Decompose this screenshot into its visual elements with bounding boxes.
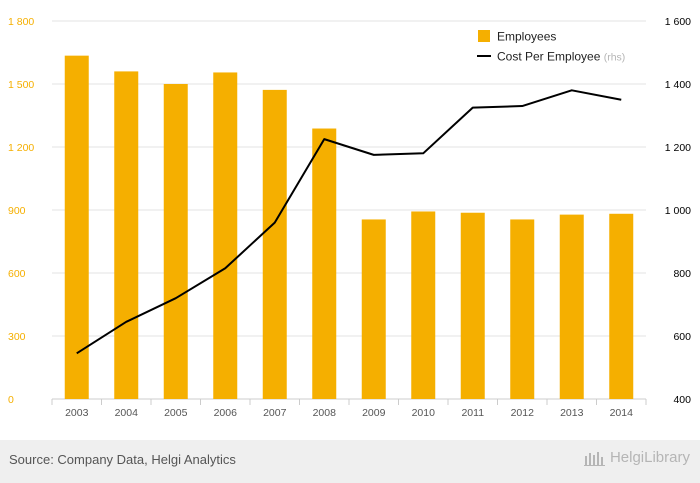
right-axis-tick-label: 600 xyxy=(673,331,691,343)
left-axis-tick-label: 1 800 xyxy=(8,16,34,28)
x-axis-tick-label: 2008 xyxy=(313,407,337,419)
x-axis-tick-label: 2011 xyxy=(461,407,484,419)
employees-bar xyxy=(312,128,337,399)
employees-bar xyxy=(361,219,386,399)
brand-logo: HelgiLibrary xyxy=(583,449,690,466)
brand-name: HelgiLibrary xyxy=(609,449,690,466)
legend-label-employees: Employees xyxy=(497,30,556,44)
right-axis-tick-label: 1 600 xyxy=(665,16,691,28)
right-axis-tick-label: 1 200 xyxy=(665,142,691,154)
x-axis-tick-label: 2012 xyxy=(511,407,535,419)
right-axis-tick-label: 1 400 xyxy=(665,79,691,91)
employees-bar xyxy=(262,89,287,399)
chart-footer: Source: Company Data, Helgi Analytics He… xyxy=(0,440,700,483)
right-axis-tick-label: 800 xyxy=(673,268,691,280)
left-axis-tick-label: 300 xyxy=(8,331,26,343)
cost-per-employee-line xyxy=(76,89,622,355)
x-axis-tick-label: 2005 xyxy=(164,407,188,419)
employees-bar xyxy=(510,219,535,399)
x-axis-tick-label: 2013 xyxy=(560,407,584,419)
left-axis-tick-label: 1 200 xyxy=(8,142,34,154)
legend-rhs-note: (rhs) xyxy=(604,52,626,64)
x-axis-tick-label: 2003 xyxy=(65,407,89,419)
employees-bar xyxy=(609,213,634,399)
employees-bar xyxy=(64,55,89,400)
library-icon xyxy=(583,451,605,466)
source-note: Source: Company Data, Helgi Analytics xyxy=(9,452,236,467)
employees-bar xyxy=(411,211,436,399)
x-axis-tick-label: 2010 xyxy=(412,407,436,419)
employees-bar xyxy=(213,72,238,399)
left-axis-tick-label: 1 500 xyxy=(8,79,34,91)
right-axis-tick-label: 400 xyxy=(673,394,691,406)
chart: 0 300 600 900 1 200 1 500 1 800 400 600 800 1 000 1… xyxy=(8,16,691,419)
x-axis-tick-label: 2014 xyxy=(610,407,634,419)
left-axis-tick-label: 600 xyxy=(8,268,26,280)
employees-bar xyxy=(114,71,139,400)
employees-bar xyxy=(460,212,485,399)
left-axis-tick-label: 0 xyxy=(8,394,14,406)
x-axis-tick-label: 2006 xyxy=(214,407,238,419)
employees-bar xyxy=(163,84,188,399)
left-axis-tick-label: 900 xyxy=(8,205,26,217)
right-axis-tick-label: 1 000 xyxy=(665,205,691,217)
x-axis-tick-label: 2009 xyxy=(362,407,386,419)
x-axis-tick-label: 2004 xyxy=(115,407,139,419)
employees-bar xyxy=(559,214,584,399)
x-axis-tick-label: 2007 xyxy=(263,407,287,419)
legend-label-cost-per-employee: Cost Per Employee (rhs) xyxy=(497,50,625,64)
legend-swatch-employees xyxy=(478,30,490,42)
